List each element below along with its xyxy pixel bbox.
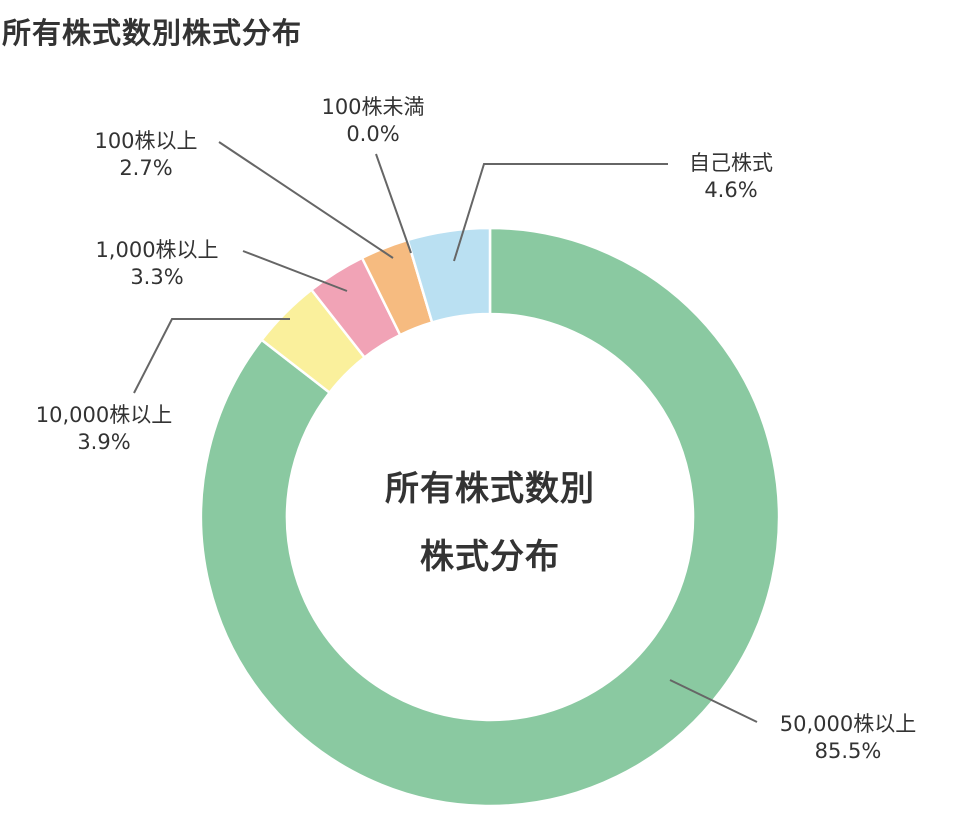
label-50000: 50,000株以上 85.5% [780,711,916,765]
label-value: 3.3% [130,265,184,289]
label-name: 100株未満 [321,95,425,119]
label-1000: 1,000株以上 3.3% [95,237,218,291]
leader-lines [133,141,758,723]
donut-slices [199,226,781,808]
slice-0 [199,226,781,808]
label-name: 10,000株以上 [35,403,173,427]
page-title: 所有株式数別株式分布 [2,16,303,50]
label-100-under: 100株未満 0.0% [321,94,424,148]
leader-line-10000 [133,318,290,394]
label-value: 3.9% [77,430,131,454]
center-title-line1: 所有株式数別 [385,469,595,509]
label-value: 2.7% [119,156,173,180]
leader-line-1000 [242,250,348,292]
leader-line-100 [218,141,394,259]
label-name: 50,000株以上 [779,712,917,736]
label-value: 0.0% [346,122,400,146]
label-value: 85.5% [814,739,882,763]
slice-5 [406,226,492,324]
leader-line-100-under [375,153,412,254]
label-name: 自己株式 [689,151,773,175]
label-name: 100株以上 [94,129,198,153]
leader-line-own-shares [453,163,668,262]
label-10000: 10,000株以上 3.9% [36,402,172,456]
leader-line-50000 [669,679,758,723]
label-own-shares: 自己株式 4.6% [689,150,773,204]
center-title-line2: 株式分布 [420,537,560,577]
label-100: 100株以上 2.7% [94,128,197,182]
label-name: 1,000株以上 [95,238,219,262]
label-value: 4.6% [704,178,758,202]
center-title: 所有株式数別 株式分布 [385,455,595,591]
